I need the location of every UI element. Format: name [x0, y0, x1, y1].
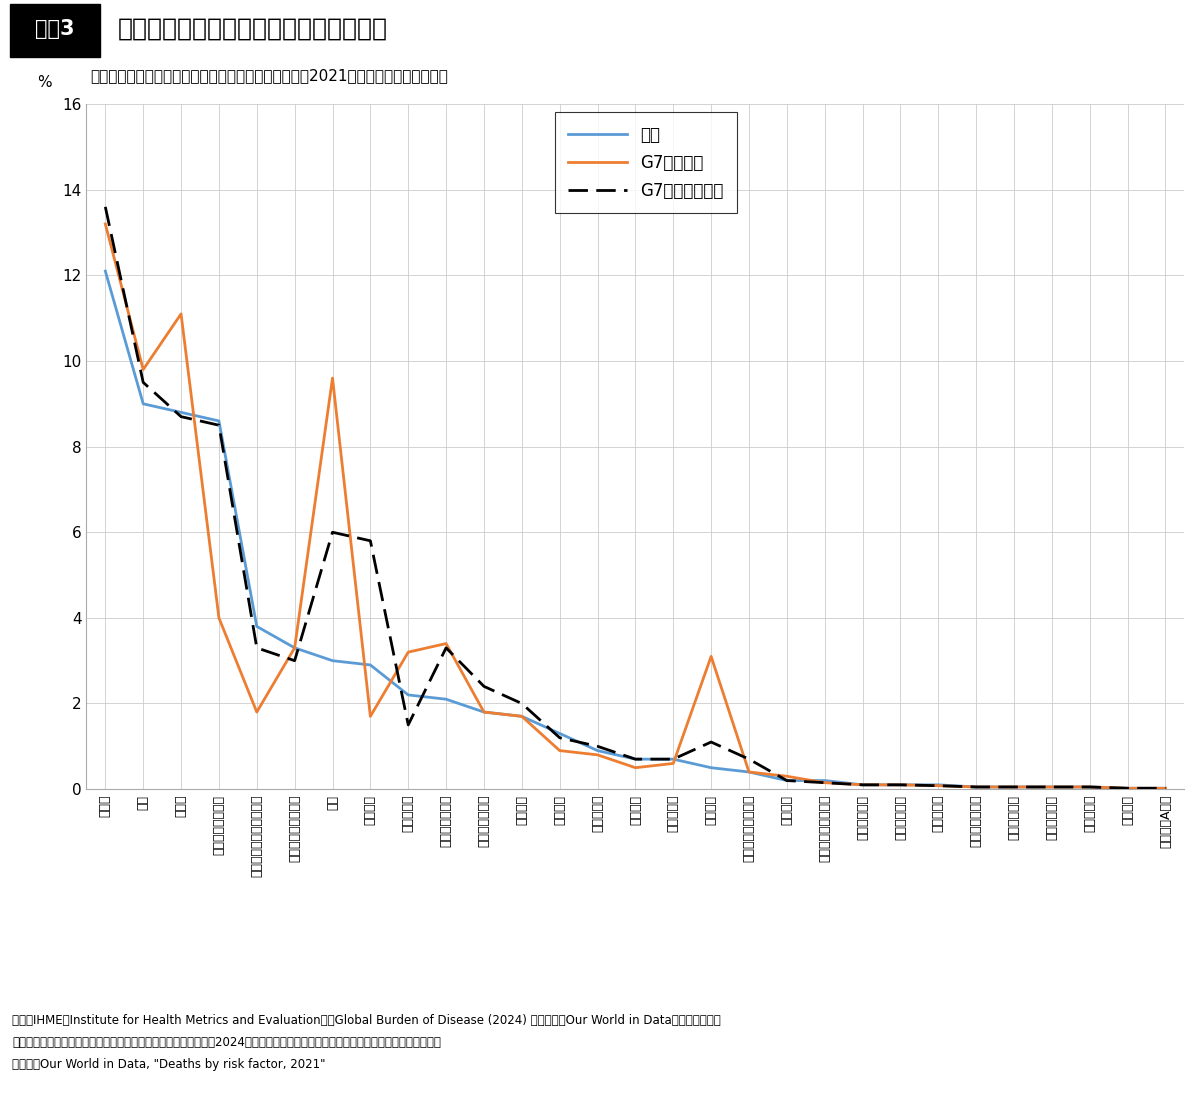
G7（米国以外）: [666, 753, 680, 766]
G7（米国）: [968, 780, 983, 794]
G7（米国）: [250, 706, 264, 719]
G7（米国）: [666, 757, 680, 770]
G7（米国以外）: [893, 778, 907, 791]
Legend: 日本, G7（米国）, G7（米国以外）: 日本, G7（米国）, G7（米国以外）: [556, 113, 737, 213]
G7（米国）: [136, 363, 150, 376]
G7（米国以外）: [552, 731, 566, 744]
Bar: [10, 4, 100, 57]
日本: [856, 778, 870, 791]
G7（米国）: [288, 641, 302, 654]
Line: G7（米国）: G7（米国）: [106, 224, 1165, 788]
G7（米国）: [1158, 781, 1172, 795]
G7（米国）: [439, 637, 454, 650]
G7（米国）: [98, 217, 113, 230]
G7（米国以外）: [1007, 780, 1021, 794]
G7（米国以外）: [968, 780, 983, 794]
G7（米国）: [325, 372, 340, 385]
G7（米国以外）: [325, 526, 340, 539]
G7（米国）: [931, 779, 946, 792]
日本: [590, 744, 605, 757]
G7（米国以外）: [174, 410, 188, 423]
G7（米国以外）: [515, 697, 529, 710]
日本: [704, 761, 719, 774]
G7（米国）: [476, 706, 491, 719]
日本: [931, 778, 946, 791]
G7（米国）: [1121, 781, 1135, 795]
G7（米国）: [780, 769, 794, 783]
G7（米国以外）: [629, 753, 643, 766]
日本: [893, 778, 907, 791]
G7（米国以外）: [401, 718, 415, 731]
G7（米国以外）: [931, 779, 946, 792]
G7（米国以外）: [439, 641, 454, 654]
日本: [515, 710, 529, 723]
日本: [288, 641, 302, 654]
日本: [552, 727, 566, 740]
G7（米国）: [629, 761, 643, 774]
日本: [1121, 781, 1135, 795]
日本: [325, 654, 340, 667]
Text: 図表3: 図表3: [35, 19, 74, 39]
G7（米国以外）: [1121, 781, 1135, 795]
日本: [629, 753, 643, 766]
日本: [817, 774, 832, 787]
G7（米国以外）: [98, 201, 113, 214]
G7（米国以外）: [1045, 780, 1060, 794]
日本: [1007, 780, 1021, 794]
Line: G7（米国以外）: G7（米国以外）: [106, 207, 1165, 788]
G7（米国）: [1045, 780, 1060, 794]
G7（米国以外）: [817, 776, 832, 789]
G7（米国以外）: [856, 778, 870, 791]
G7（米国）: [401, 646, 415, 659]
G7（米国以外）: [250, 641, 264, 654]
G7（米国）: [856, 778, 870, 791]
G7（米国）: [590, 749, 605, 762]
G7（米国）: [211, 612, 226, 625]
G7（米国以外）: [780, 774, 794, 787]
G7（米国以外）: [476, 680, 491, 693]
G7（米国）: [515, 710, 529, 723]
日本: [476, 706, 491, 719]
Text: （資料）Our World in Data, "Deaths by risk factor, 2021": （資料）Our World in Data, "Deaths by risk f…: [12, 1058, 325, 1071]
G7（米国以外）: [1158, 781, 1172, 795]
日本: [968, 780, 983, 794]
G7（米国以外）: [590, 740, 605, 753]
日本: [439, 693, 454, 706]
G7（米国）: [364, 710, 378, 723]
日本: [1045, 780, 1060, 794]
G7（米国以外）: [742, 753, 756, 766]
日本: [666, 753, 680, 766]
G7（米国）: [1082, 780, 1097, 794]
Text: ほどこしたデータ。死亡リスク割合は本図録で計算（死亡総数は2024年改訂国連推計人口による）。リスクの並びは日本の高い順。: ほどこしたデータ。死亡リスク割合は本図録で計算（死亡総数は2024年改訂国連推計…: [12, 1036, 440, 1049]
Text: %: %: [37, 76, 52, 90]
G7（米国）: [704, 650, 719, 663]
日本: [742, 765, 756, 778]
G7（米国）: [174, 307, 188, 320]
Text: （注）IHME（Institute for Health Metrics and Evaluation），Global Burden of Disease (2: （注）IHME（Institute for Health Metrics and…: [12, 1014, 721, 1027]
日本: [174, 406, 188, 419]
日本: [250, 620, 264, 633]
G7（米国）: [893, 778, 907, 791]
日本: [211, 414, 226, 427]
Text: 各リスク要因による年間死亡者数の対死亡総数割合（2021年、要因毎に重複あり）: 各リスク要因による年間死亡者数の対死亡総数割合（2021年、要因毎に重複あり）: [90, 68, 448, 83]
日本: [136, 397, 150, 410]
日本: [98, 264, 113, 277]
G7（米国）: [817, 776, 832, 789]
日本: [401, 688, 415, 701]
G7（米国以外）: [1082, 780, 1097, 794]
G7（米国）: [552, 744, 566, 757]
Line: 日本: 日本: [106, 271, 1165, 788]
G7（米国以外）: [136, 376, 150, 389]
G7（米国以外）: [364, 534, 378, 547]
G7（米国以外）: [211, 419, 226, 432]
日本: [364, 659, 378, 672]
日本: [1158, 781, 1172, 795]
日本: [780, 774, 794, 787]
日本: [1082, 780, 1097, 794]
G7（米国以外）: [704, 735, 719, 749]
G7（米国）: [742, 765, 756, 778]
G7（米国以外）: [288, 654, 302, 667]
G7（米国）: [1007, 780, 1021, 794]
Text: 高血糖、肥満、薬物のリスクの高い米国: 高血糖、肥満、薬物のリスクの高い米国: [118, 16, 388, 41]
